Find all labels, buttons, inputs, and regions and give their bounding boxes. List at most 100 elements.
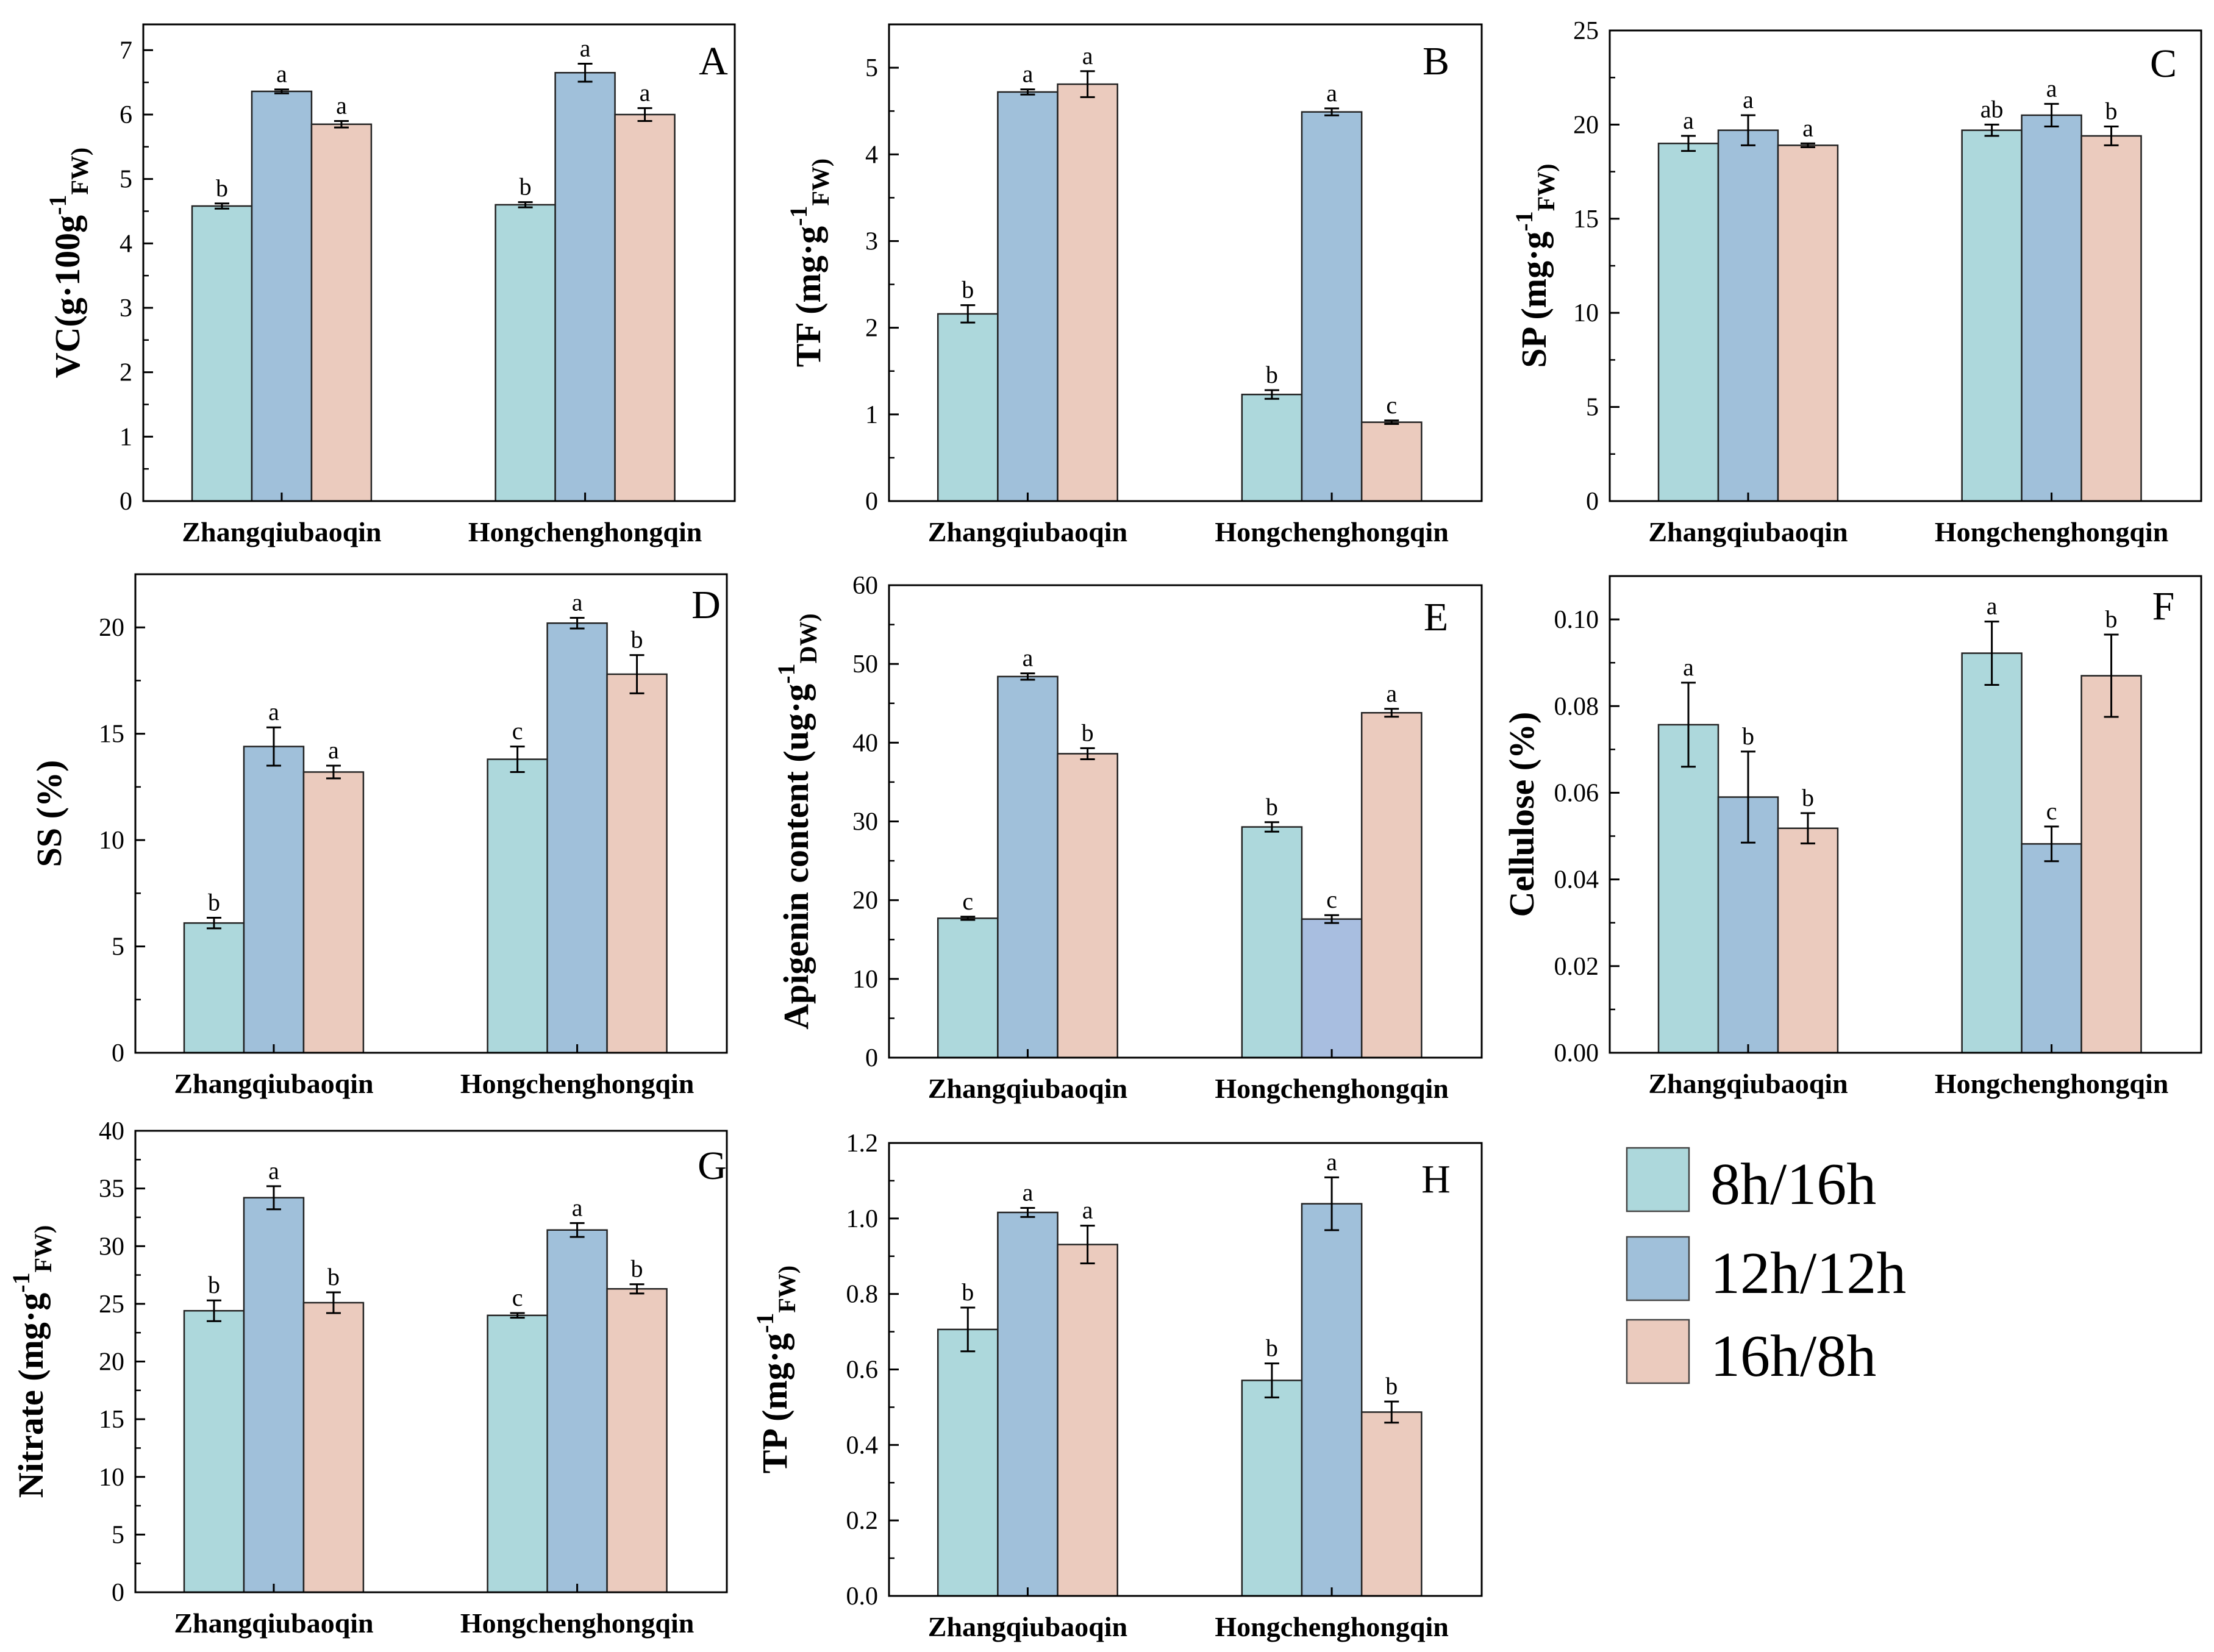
bar-g-16h-8h-zhangqiubaoqin (302, 1301, 365, 1593)
plot-frame (142, 23, 736, 502)
significance-letter: a (1743, 86, 1754, 113)
y-axis-label-main: Cellulose (%) (1502, 712, 1541, 917)
bar-c-16h-8h-hongchenghongqin (2080, 135, 2142, 502)
y-axis-label: Cellulose (%) (1502, 712, 1541, 917)
panel-g: b c a a b b 0 5 10 15 20 25 30 35 40 Zhangqiubaoqin Hong… (7, 1117, 728, 1639)
bar-h-8h-16h-hongchenghongqin (1241, 1380, 1303, 1597)
bar-e-16h-8h-zhangqiubaoqin (1057, 753, 1118, 1059)
y-tick-label: 3 (865, 227, 878, 255)
y-tick-label: 7 (120, 37, 132, 65)
y-axis-label: SS (%) (29, 760, 69, 867)
y-tick-label: 0 (112, 1039, 124, 1067)
significance-letter: b (631, 626, 643, 653)
bar-d-16h-8h-hongchenghongqin (606, 673, 668, 1054)
bar-a-16h-8h-zhangqiubaoqin (310, 123, 373, 502)
significance-letter: c (512, 1284, 523, 1311)
bar-a-8h-16h-hongchenghongqin (495, 204, 556, 502)
bar-b-16h-8h-hongchenghongqin (1360, 421, 1423, 502)
significance-letter: b (1266, 1334, 1278, 1362)
y-tick-label: 0.04 (1554, 866, 1599, 894)
panel-letter: E (1424, 595, 1448, 639)
y-tick-label: 0.4 (846, 1431, 879, 1459)
y-tick-label: 50 (852, 650, 878, 678)
bar-c-16h-8h-zhangqiubaoqin (1777, 144, 1839, 502)
bar-h-12h-12h-zhangqiubaoqin (997, 1211, 1059, 1597)
significance-letter: c (2046, 797, 2057, 825)
significance-letter: a (1683, 653, 1694, 681)
significance-letter: b (962, 1278, 974, 1306)
y-tick-label: 15 (99, 721, 124, 749)
significance-letter: a (268, 698, 279, 725)
significance-letter: b (520, 173, 532, 201)
y-tick-label: 6 (120, 101, 132, 129)
bar-d-8h-16h-zhangqiubaoqin (183, 922, 245, 1054)
y-tick-label: 0 (1586, 488, 1599, 516)
y-tick-label: 4 (865, 141, 878, 169)
y-tick-label: 4 (120, 230, 132, 258)
bar-h-8h-16h-zhangqiubaoqin (937, 1328, 999, 1597)
significance-letter: b (1802, 784, 1814, 811)
y-tick-label: 10 (99, 827, 124, 855)
bar-h-12h-12h-hongchenghongqin (1301, 1203, 1363, 1597)
x-category-label: Zhangqiubaoqin (174, 1607, 373, 1639)
y-axis-label-subscript: FW) (1532, 163, 1560, 211)
y-axis-label: VC(g·100g-1FW) (44, 148, 93, 379)
y-tick-label: 1.0 (846, 1205, 879, 1233)
y-tick-label: 0.10 (1554, 606, 1599, 634)
bar-a-16h-8h-hongchenghongqin (614, 113, 676, 502)
y-axis-label-subscript: DW) (795, 613, 822, 663)
y-axis-label-main: Apigenin content (ug·g (776, 684, 816, 1030)
y-tick-label: 0.0 (846, 1583, 879, 1611)
significance-letter: a (1683, 107, 1694, 134)
y-tick-label: 20 (852, 887, 878, 915)
y-axis-label: TF (mg·g-1FW) (785, 158, 834, 368)
significance-letter: a (328, 736, 339, 764)
significance-letter: ab (1980, 95, 2004, 123)
y-tick-label: 3 (120, 294, 132, 322)
significance-letter: b (1266, 793, 1278, 821)
x-category-label: Zhangqiubaoqin (1648, 516, 1848, 547)
y-tick-label: 0.2 (846, 1507, 879, 1535)
significance-letter: b (2105, 97, 2118, 124)
bar-h-16h-8h-zhangqiubaoqin (1057, 1244, 1118, 1597)
y-axis-label: Nitrate (mg·g-1FW) (7, 1225, 57, 1498)
y-tick-label: 5 (865, 54, 878, 82)
y-axis-label: Apigenin content (ug·g-1DW) (773, 613, 822, 1030)
x-category-label: Zhangqiubaoqin (174, 1068, 373, 1099)
x-category-label: Zhangqiubaoqin (1648, 1068, 1848, 1099)
x-category-label: Zhangqiubaoqin (928, 1611, 1127, 1642)
legend-swatch-16h-8h (1626, 1319, 1690, 1384)
panel-letter: C (2150, 41, 2177, 86)
y-tick-label: 5 (112, 933, 124, 961)
y-axis-label-main: TF (mg·g (788, 226, 828, 367)
significance-letter: c (962, 888, 973, 915)
significance-letter: a (1326, 79, 1337, 107)
significance-letter: a (572, 1194, 583, 1221)
significance-letter: b (1385, 1372, 1398, 1400)
y-axis-label-main: SP (mg·g (1514, 232, 1554, 368)
bar-a-8h-16h-zhangqiubaoqin (191, 205, 253, 502)
bar-g-8h-16h-hongchenghongqin (487, 1314, 548, 1593)
plot-frame (134, 573, 728, 1054)
significance-letter: a (336, 92, 347, 119)
y-tick-label: 40 (852, 729, 878, 757)
significance-letter: a (1802, 114, 1813, 141)
bar-e-16h-8h-hongchenghongqin (1360, 712, 1423, 1059)
panel-letter: G (698, 1144, 727, 1188)
significance-letter: b (962, 276, 974, 304)
significance-letter: a (572, 589, 583, 616)
panel-d: b c a a a b 0 5 10 15 20 Zhangqiubaoqin Hongchenghon… (29, 573, 728, 1099)
y-tick-label: 30 (852, 808, 878, 836)
panel-letter: B (1423, 39, 1449, 84)
significance-letter: a (580, 34, 591, 62)
panel-f: a a b c b b 0.00 0.02 0.04 0.06 0.08 0.10 Zhangqiuba… (1502, 575, 2202, 1099)
y-tick-label: 20 (99, 1348, 124, 1376)
y-tick-label: 2 (120, 359, 132, 387)
bar-f-12h-12h-hongchenghongqin (2021, 843, 2082, 1054)
bar-c-8h-16h-hongchenghongqin (1961, 129, 2023, 502)
x-category-label: Hongchenghongqin (1215, 1611, 1448, 1642)
significance-letter: b (1742, 722, 1754, 750)
y-tick-label: 1.2 (846, 1130, 879, 1158)
bar-d-16h-8h-zhangqiubaoqin (302, 771, 365, 1054)
y-tick-label: 0.8 (846, 1281, 879, 1309)
